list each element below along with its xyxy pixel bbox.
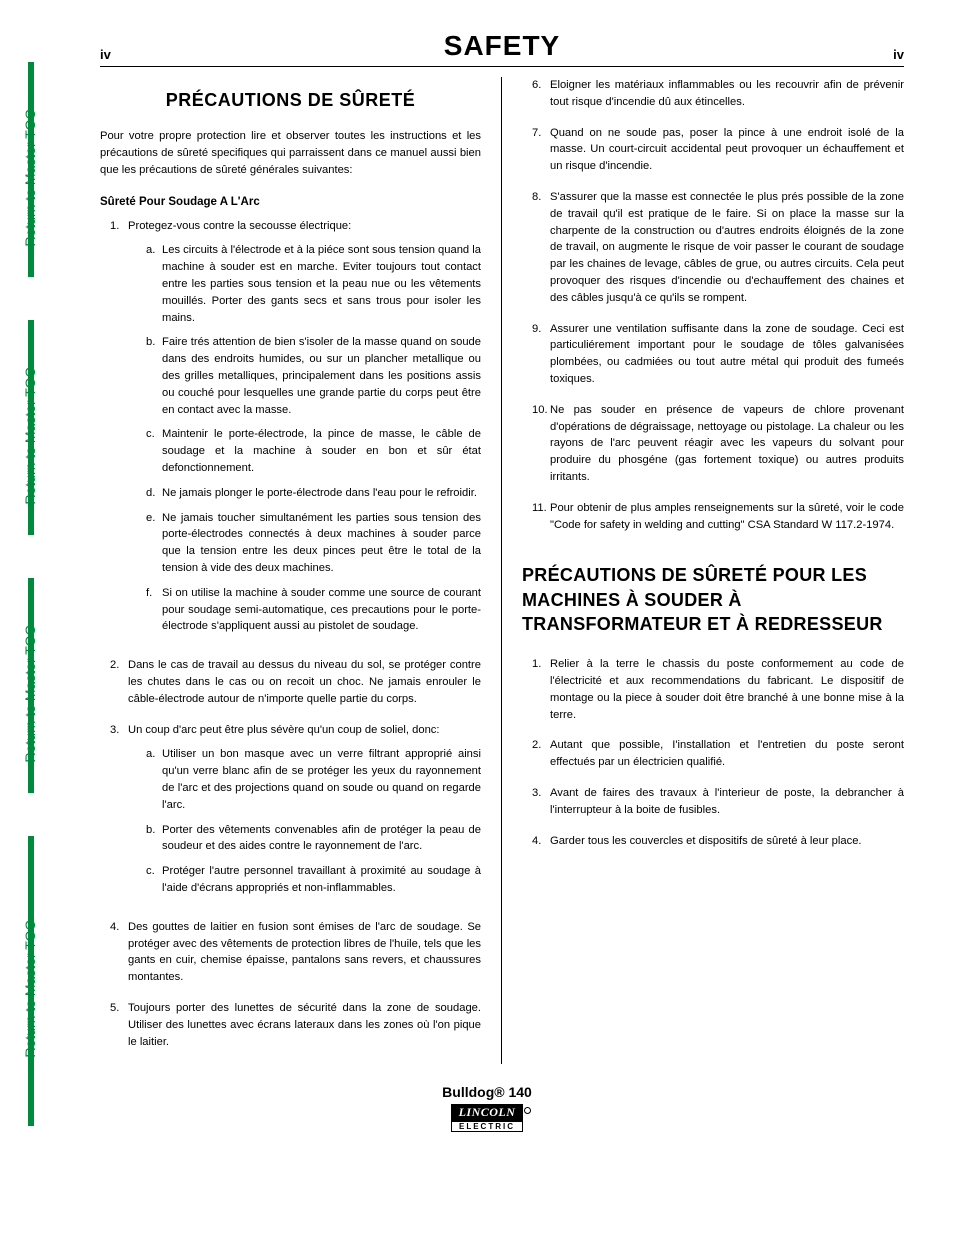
item-text: Utiliser un bon masque avec un verre fil… [162,746,481,813]
sidebar-tab-toc-3[interactable]: Return to Master TOC [28,578,48,793]
item-text: Avant de faires des travaux à l'interieu… [550,785,904,819]
page-header: iv SAFETY iv [60,30,914,66]
item-text: Quand on ne soude pas, poser la pince à … [550,125,904,175]
sidebar-tab-toc-2[interactable]: Return to Master TOC [28,320,48,535]
sidebar-tab-label: Return to Master TOC [22,109,38,246]
page-footer: Bulldog® 140 LINCOLN ELECTRIC [60,1084,914,1134]
list-item: 4.Des gouttes de laitier en fusion sont … [110,919,481,986]
sidebar-tab-label: Return to Master TOC [22,920,38,1057]
alpha-list: a.Les circuits à l'électrode et à la pié… [128,242,481,635]
item-text: Toujours porter des lunettes de sécurité… [128,1000,481,1050]
lincoln-electric-logo: LINCOLN ELECTRIC [451,1104,524,1132]
list-item: 6.Eloigner les matériaux inflammables ou… [532,77,904,111]
list-item: c.Maintenir le porte-électrode, la pince… [146,426,481,476]
section-label: Sûreté Pour Soudage A L'Arc [100,194,481,211]
item-text: Autant que possible, I'installation et l… [550,737,904,771]
item-text: Ne pas souder en présence de vapeurs de … [550,402,904,486]
numbered-list-right-b: 1.Relier à la terre le chassis du poste … [522,656,904,849]
list-item: 8.S'assurer que la masse est connectée l… [532,189,904,307]
item-text: Protéger l'autre personnel travaillant à… [162,863,481,897]
item-number: 1. [110,218,128,644]
list-item: 5.Toujours porter des lunettes de sécuri… [110,1000,481,1050]
right-subtitle: PRÉCAUTIONS DE SÛRETÉ POUR LES MACHINES … [522,563,904,636]
list-item: 2.Autant que possible, I'installation et… [532,737,904,771]
list-item: b.Faire trés attention de bien s'isoler … [146,334,481,418]
list-item: 9.Assurer une ventilation suffisante dan… [532,321,904,388]
list-item: e.Ne jamais toucher simultanément les pa… [146,510,481,577]
list-item: 2.Dans le cas de travail au dessus du ni… [110,657,481,707]
intro-paragraph: Pour votre propre protection lire et obs… [100,128,481,178]
numbered-list-right: 6.Eloigner les matériaux inflammables ou… [522,77,904,533]
item-text: Protegez-vous contre la secousse électri… [128,220,351,232]
list-item: f.Si on utilise la machine à souder comm… [146,585,481,635]
list-item: c.Protéger l'autre personnel travaillant… [146,863,481,897]
footer-product-name: Bulldog® 140 [60,1084,914,1100]
list-item: 3.Avant de faires des travaux à l'interi… [532,785,904,819]
item-text: Relier à la terre le chassis du poste co… [550,656,904,723]
item-text: Si on utilise la machine à souder comme … [162,585,481,635]
item-text: Ne jamais toucher simultanément les part… [162,510,481,577]
item-text: Dans le cas de travail au dessus du nive… [128,657,481,707]
header-rule [100,66,904,67]
item-text: Maintenir le porte-électrode, la pince d… [162,426,481,476]
item-text: Ne jamais plonger le porte-électrode dan… [162,485,481,502]
item-text: Des gouttes de laitier en fusion sont ém… [128,919,481,986]
list-item: 7.Quand on ne soude pas, poser la pince … [532,125,904,175]
left-subtitle: PRÉCAUTIONS DE SÛRETÉ [100,87,481,114]
sidebar-tab-toc-1[interactable]: Return to Master TOC [28,62,48,277]
page-title: SAFETY [111,30,893,62]
numbered-list-left: 1. Protegez-vous contre la secousse élec… [100,218,481,1051]
sidebar-tab-toc-4[interactable]: Return to Master TOC [28,836,48,1126]
list-item: 4.Garder tous les couvercles et disposit… [532,833,904,850]
item-text: Porter des vêtements convenables afin de… [162,822,481,856]
page-number-right: iv [893,47,904,62]
item-text: Garder tous les couvercles et dispositif… [550,833,904,850]
item-text: Un coup d'arc peut être plus sévère qu'u… [128,724,440,736]
content-columns: PRÉCAUTIONS DE SÛRETÉ Pour votre propre … [100,77,904,1064]
item-text: Assurer une ventilation suffisante dans … [550,321,904,388]
page: Return to Master TOC Return to Master TO… [0,0,954,1235]
list-item: d.Ne jamais plonger le porte-électrode d… [146,485,481,502]
list-item: 1. Protegez-vous contre la secousse élec… [110,218,481,644]
right-column: 6.Eloigner les matériaux inflammables ou… [502,77,904,1064]
item-text: Pour obtenir de plus amples renseignemen… [550,500,904,534]
list-item: 11.Pour obtenir de plus amples renseigne… [532,500,904,534]
alpha-list: a.Utiliser un bon masque avec un verre f… [128,746,481,896]
list-item: 10.Ne pas souder en présence de vapeurs … [532,402,904,486]
left-column: PRÉCAUTIONS DE SÛRETÉ Pour votre propre … [100,77,502,1064]
item-text: Eloigner les matériaux inflammables ou l… [550,77,904,111]
list-item: 3. Un coup d'arc peut être plus sévère q… [110,722,481,905]
item-text: Faire trés attention de bien s'isoler de… [162,334,481,418]
sidebar-tab-label: Return to Master TOC [22,625,38,762]
list-item: b.Porter des vêtements convenables afin … [146,822,481,856]
list-item: a.Utiliser un bon masque avec un verre f… [146,746,481,813]
list-item: 1.Relier à la terre le chassis du poste … [532,656,904,723]
item-text: S'assurer que la masse est connectée le … [550,189,904,307]
logo-brand-bottom: ELECTRIC [451,1121,524,1132]
sidebar-tab-label: Return to Master TOC [22,367,38,504]
item-text: Les circuits à l'électrode et à la piéce… [162,242,481,326]
list-item: a.Les circuits à l'électrode et à la pié… [146,242,481,326]
logo-brand-top: LINCOLN [451,1104,524,1121]
page-number-left: iv [100,47,111,62]
